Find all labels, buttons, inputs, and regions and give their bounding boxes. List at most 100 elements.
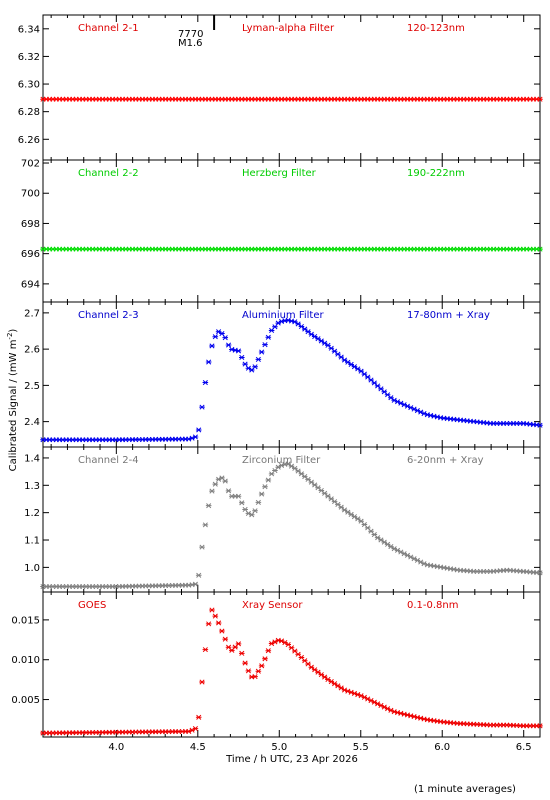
y-tick-label: 6.34 [18,24,40,35]
y-tick-label: 1.0 [24,563,40,574]
data-point [285,461,291,467]
data-point [248,512,255,518]
data-point [242,660,248,666]
data-point [252,674,258,680]
data-point [311,667,318,673]
data-point [262,342,268,348]
data-point [265,334,272,340]
data-point [245,668,252,674]
data-point [262,484,268,490]
data-point [354,516,361,522]
data-point [222,478,229,484]
data-point [212,613,219,619]
data-point [235,493,242,499]
panel-frame [42,159,541,303]
panel-1: 6.26 6.28 6.30 6.32 6.34 Channel 2-1 Lyman-alp… [18,14,543,161]
data-point [212,481,219,487]
data-point [192,726,199,732]
data-point [354,366,361,372]
data-point [374,535,381,541]
data-point [205,359,212,365]
chart-panels: 6.26 6.28 6.30 6.32 6.34 Channel 2-1 Lyman-alp… [11,14,543,753]
y-tick-label: 6.30 [18,80,40,91]
x-axis-label: Time / h UTC, 23 Apr 2026 [225,754,358,765]
data-point [252,508,258,514]
panel-label: Herzberg Filter [242,168,317,179]
data-point [258,491,265,497]
x-tick-label: 6.5 [516,742,532,753]
data-point [219,628,225,634]
y-tick-label: 0.010 [11,655,40,666]
panel-4: 1.0 1.1 1.2 1.3 1.4 Channel 2-4 Zirconium Filt… [24,446,543,593]
y-axis-label-close: ) [8,329,19,333]
data-point [381,539,388,545]
footnote: (1 minute averages) [414,784,516,795]
data-point [308,331,315,337]
y-tick-label: 1.1 [24,536,40,547]
data-point [215,620,222,626]
panel-frame [42,591,541,738]
data-point [195,714,202,720]
data-point [225,342,232,348]
data-point [195,572,202,578]
data-point [242,506,248,513]
data-point [315,336,321,342]
data-point [298,323,305,330]
data-point [537,246,543,252]
data-point [348,361,354,368]
data-point [202,647,209,653]
y-tick-label: 700 [21,189,40,200]
data-point [212,334,219,340]
x-tick-label: 6.0 [434,742,450,753]
data-point [348,511,354,517]
y-axis-label: Calibrated Signal / (mW m-2) [6,329,19,472]
data-point [537,96,543,102]
data-point [242,361,248,367]
data-point [325,676,331,683]
panel-label: 0.1-0.8nm [407,600,459,611]
data-point [305,329,311,335]
series-markers [40,246,543,252]
data-point [235,348,242,354]
data-point [222,335,229,341]
data-point [262,656,268,662]
series-markers [40,461,543,590]
data-point [351,514,358,520]
svg-text:Calibrated Signal / (mW m-2): Calibrated Signal / (mW m-2) [6,329,19,472]
data-point [292,319,298,325]
data-point [255,356,262,362]
y-tick-label: 698 [21,219,40,230]
data-point [328,679,335,685]
data-point [345,509,351,515]
panel-label: 190-222nm [407,168,465,179]
data-point [295,321,301,327]
y-tick-label: 694 [21,279,40,290]
data-point [311,333,318,340]
series-markers [40,96,543,102]
data-point [288,463,295,469]
y-tick-label: 2.7 [24,308,40,319]
data-point [315,669,321,675]
y-axis-label-exponent: -2 [6,333,14,340]
x-tick-label: 5.5 [353,742,369,753]
y-tick-label: 0.015 [11,615,40,626]
data-point [225,488,232,494]
data-point [209,343,215,349]
data-point [351,364,358,370]
y-tick-label: 6.28 [18,107,40,118]
data-point [318,672,325,678]
data-point [199,404,205,410]
data-point [205,503,212,509]
data-point [202,380,209,386]
data-point [258,663,265,669]
y-tick-label: 2.4 [24,417,40,428]
data-point [195,427,202,433]
panel-label: Zirconium Filter [242,455,321,466]
panel-label: 6-20nm + Xray [407,455,484,466]
data-point [268,327,275,334]
data-point [345,359,351,365]
data-point [388,544,394,550]
data-point [199,679,205,685]
data-point [252,364,258,370]
